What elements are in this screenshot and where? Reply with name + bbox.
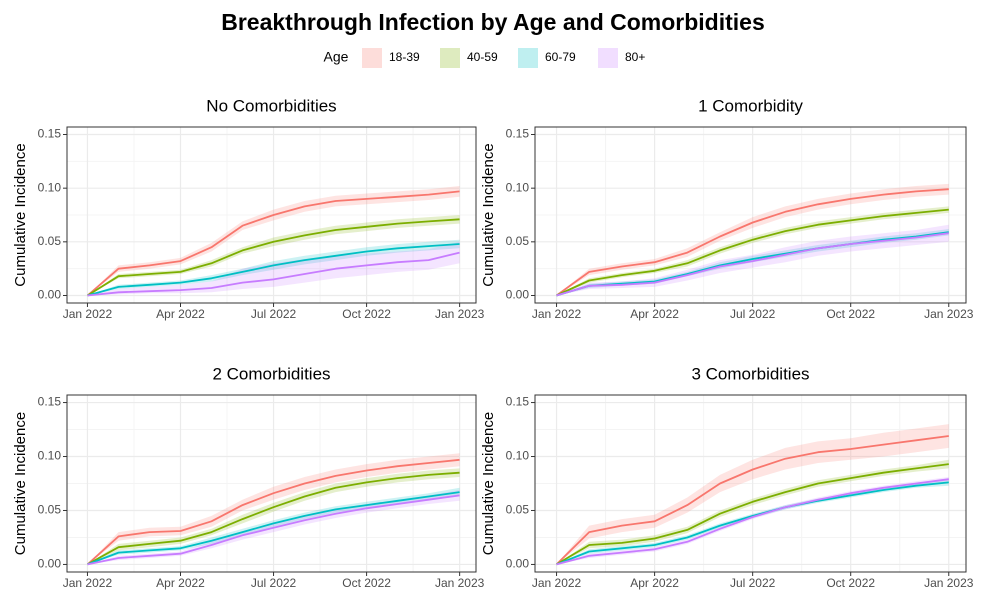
y-axis-label: Cumulative Incidence (480, 412, 497, 555)
series-line (87, 471, 460, 566)
y-tick-label: 0.10 (506, 449, 530, 463)
x-tick-label: Jul 2022 (730, 307, 776, 321)
legend-swatch (518, 48, 538, 68)
panel-title: No Comorbidities (206, 96, 336, 115)
series-line (86, 190, 460, 297)
x-tick-label: Apr 2022 (630, 307, 679, 321)
series-line (87, 494, 460, 566)
series-line (556, 231, 949, 297)
y-tick-label: 0.10 (38, 180, 62, 194)
confidence-band (87, 487, 460, 565)
legend-swatch (440, 48, 460, 68)
chart-title: Breakthrough Infection by Age and Comorb… (221, 9, 765, 35)
plot-area (535, 127, 966, 303)
y-tick-label: 0.15 (38, 127, 62, 141)
confidence-band (87, 241, 460, 296)
series-line (555, 435, 949, 566)
x-tick-label: Oct 2022 (826, 576, 875, 590)
legend-label: 80+ (625, 50, 645, 64)
x-tick-label: Oct 2022 (342, 576, 391, 590)
y-axis-label: Cumulative Incidence (12, 143, 29, 286)
series-line (87, 218, 460, 297)
series-line (87, 491, 460, 566)
confidence-band (556, 183, 949, 296)
confidence-band (556, 206, 949, 296)
legend-swatch (598, 48, 618, 68)
plot-area (67, 127, 476, 303)
confidence-band (556, 479, 949, 565)
y-tick-label: 0.15 (506, 127, 530, 141)
series-line (87, 243, 460, 297)
y-tick-label: 0.15 (506, 395, 530, 409)
series-line (87, 251, 460, 297)
plot-area (67, 395, 476, 572)
x-tick-label: Oct 2022 (826, 307, 875, 321)
y-tick-label: 0.00 (506, 557, 530, 571)
x-tick-label: Jan 2023 (924, 576, 974, 590)
confidence-band (556, 424, 949, 565)
y-tick-label: 0.15 (38, 395, 62, 409)
x-tick-label: Jul 2022 (251, 307, 297, 321)
y-tick-label: 0.00 (38, 557, 62, 571)
x-tick-label: Jan 2022 (63, 576, 113, 590)
confidence-band (87, 239, 460, 296)
y-tick-label: 0.05 (506, 234, 530, 248)
x-tick-label: Apr 2022 (156, 576, 205, 590)
series-line (556, 232, 949, 297)
x-tick-label: Oct 2022 (342, 307, 391, 321)
series-line (555, 188, 949, 297)
panel-border (66, 394, 477, 573)
plot-area (535, 395, 966, 572)
x-tick-label: Jan 2023 (435, 307, 485, 321)
x-tick-label: Jan 2022 (63, 307, 113, 321)
legend-swatch (362, 48, 382, 68)
x-tick-label: Apr 2022 (156, 307, 205, 321)
legend-title: Age (324, 49, 349, 65)
panel-border (534, 126, 967, 304)
series-line (556, 481, 949, 566)
series-line (556, 478, 949, 566)
y-tick-label: 0.05 (506, 503, 530, 517)
x-tick-label: Jan 2022 (532, 307, 582, 321)
legend-label: 40-59 (467, 50, 498, 64)
x-tick-label: Jul 2022 (730, 576, 776, 590)
y-tick-label: 0.10 (506, 180, 530, 194)
series-line (86, 458, 460, 566)
y-tick-label: 0.05 (38, 234, 62, 248)
series-line (556, 463, 949, 566)
legend-label: 18-39 (389, 50, 420, 64)
series-line (556, 208, 949, 297)
y-tick-label: 0.00 (38, 288, 62, 302)
confidence-band (556, 224, 949, 296)
y-tick-label: 0.00 (506, 288, 530, 302)
confidence-band (556, 229, 949, 296)
x-tick-label: Jan 2023 (435, 576, 485, 590)
y-axis-label: Cumulative Incidence (12, 412, 29, 555)
x-tick-label: Jan 2023 (924, 307, 974, 321)
legend-label: 60-79 (545, 50, 576, 64)
x-tick-label: Jan 2022 (532, 576, 582, 590)
y-axis-label: Cumulative Incidence (480, 143, 497, 286)
panel-border (534, 394, 967, 573)
confidence-band (87, 215, 460, 296)
y-tick-label: 0.10 (38, 449, 62, 463)
y-tick-label: 0.05 (38, 503, 62, 517)
panel-title: 1 Comorbidity (698, 96, 803, 115)
panel-border (66, 126, 477, 304)
x-tick-label: Jul 2022 (251, 576, 297, 590)
x-tick-label: Apr 2022 (630, 576, 679, 590)
panel-title: 2 Comorbidities (212, 364, 330, 383)
panel-title: 3 Comorbidities (691, 364, 809, 383)
confidence-band (87, 186, 460, 296)
